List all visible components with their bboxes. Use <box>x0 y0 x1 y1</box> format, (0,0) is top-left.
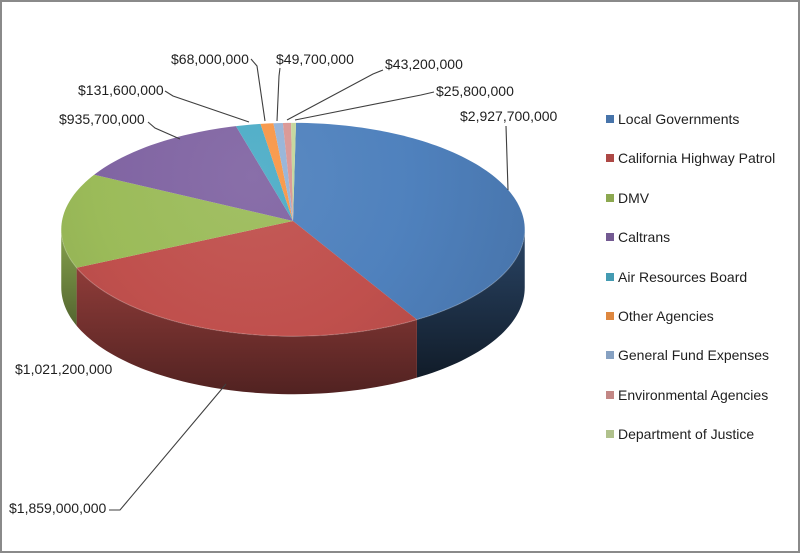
legend-label: Caltrans <box>618 229 671 246</box>
pie-slice-local-governments <box>293 122 525 320</box>
pie-slice-general-fund-expenses <box>273 122 293 221</box>
data-label-general-fund-expenses: $49,700,000 <box>276 51 354 67</box>
data-label-department-of-justice: $25,800,000 <box>436 83 514 99</box>
legend-label: Other Agencies <box>618 308 714 324</box>
legend-label: Department of Justice <box>618 426 755 443</box>
legend-label: DMV <box>618 189 650 206</box>
legend-swatch-icon <box>606 115 614 123</box>
pie-slice-other-agencies <box>260 123 293 221</box>
legend-item-local-governments: Local Governments <box>606 111 739 127</box>
legend-swatch-icon <box>606 312 614 320</box>
data-label-caltrans: $935,700,000 <box>59 111 145 127</box>
rim-highlight <box>60 233 526 337</box>
pie-slice-california-highway-patrol <box>76 221 417 337</box>
pie-slice-caltrans <box>94 126 293 221</box>
legend-label: General Fund Expenses <box>618 347 769 364</box>
data-label-other-agencies: $68,000,000 <box>171 51 249 67</box>
legend-label: Environmental Agencies <box>618 386 769 403</box>
legend-item-department-of-justice: Department of Justice <box>606 426 754 442</box>
data-label-air-resources-board: $131,600,000 <box>78 82 164 98</box>
pie-slice-department-of-justice <box>291 122 296 221</box>
legend-label: Air Resources Board <box>618 268 748 285</box>
pie-slice-air-resources-board <box>235 123 293 221</box>
leader-line-caltrans <box>147 121 181 140</box>
leader-line-other-agencies <box>250 58 266 122</box>
leader-lines <box>109 58 509 511</box>
pie-3d-sides <box>61 229 525 395</box>
legend-label: Local Governments <box>618 111 740 127</box>
legend-item-dmv: DMV <box>606 190 649 206</box>
pie-slice-dmv <box>61 174 294 268</box>
leader-line-california-highway-patrol <box>109 383 227 511</box>
data-label-local-governments: $2,927,700,000 <box>460 108 558 124</box>
data-label-dmv: $1,021,200,000 <box>15 361 113 377</box>
legend-item-environmental-agencies: Environmental Agencies <box>606 387 768 403</box>
legend-item-other-agencies: Other Agencies <box>606 308 714 324</box>
pie-slice-environmental-agencies <box>282 122 293 221</box>
pie-side-dmv <box>61 229 77 326</box>
legend-swatch-icon <box>606 390 614 399</box>
legend-swatch-icon <box>606 430 614 439</box>
legend-swatch-icon <box>606 272 614 281</box>
leader-line-environmental-agencies <box>286 69 384 121</box>
leader-line-local-governments <box>505 125 509 191</box>
legend-item-general-fund-expenses: General Fund Expenses <box>606 347 769 363</box>
legend-swatch-icon <box>606 351 614 360</box>
legend-label: California Highway Patrol <box>618 150 776 167</box>
legend-item-air-resources-board: Air Resources Board <box>606 269 747 285</box>
pie-side-california-highway-patrol <box>76 267 417 395</box>
leader-line-department-of-justice <box>294 91 435 121</box>
pie-side-local-governments <box>416 229 525 378</box>
leader-line-general-fund-expenses <box>276 67 281 122</box>
pie-top-surfaces <box>60 122 526 337</box>
data-label-environmental-agencies: $43,200,000 <box>385 56 463 72</box>
leader-line-air-resources-board <box>164 90 250 123</box>
data-label-california-highway-patrol: $1,859,000,000 <box>9 500 107 516</box>
legend-swatch-icon <box>606 233 614 242</box>
legend-item-caltrans: Caltrans <box>606 229 670 245</box>
legend-swatch-icon <box>606 154 614 163</box>
legend-item-california-highway-patrol: California Highway Patrol <box>606 150 775 166</box>
legend-swatch-icon <box>606 193 614 202</box>
